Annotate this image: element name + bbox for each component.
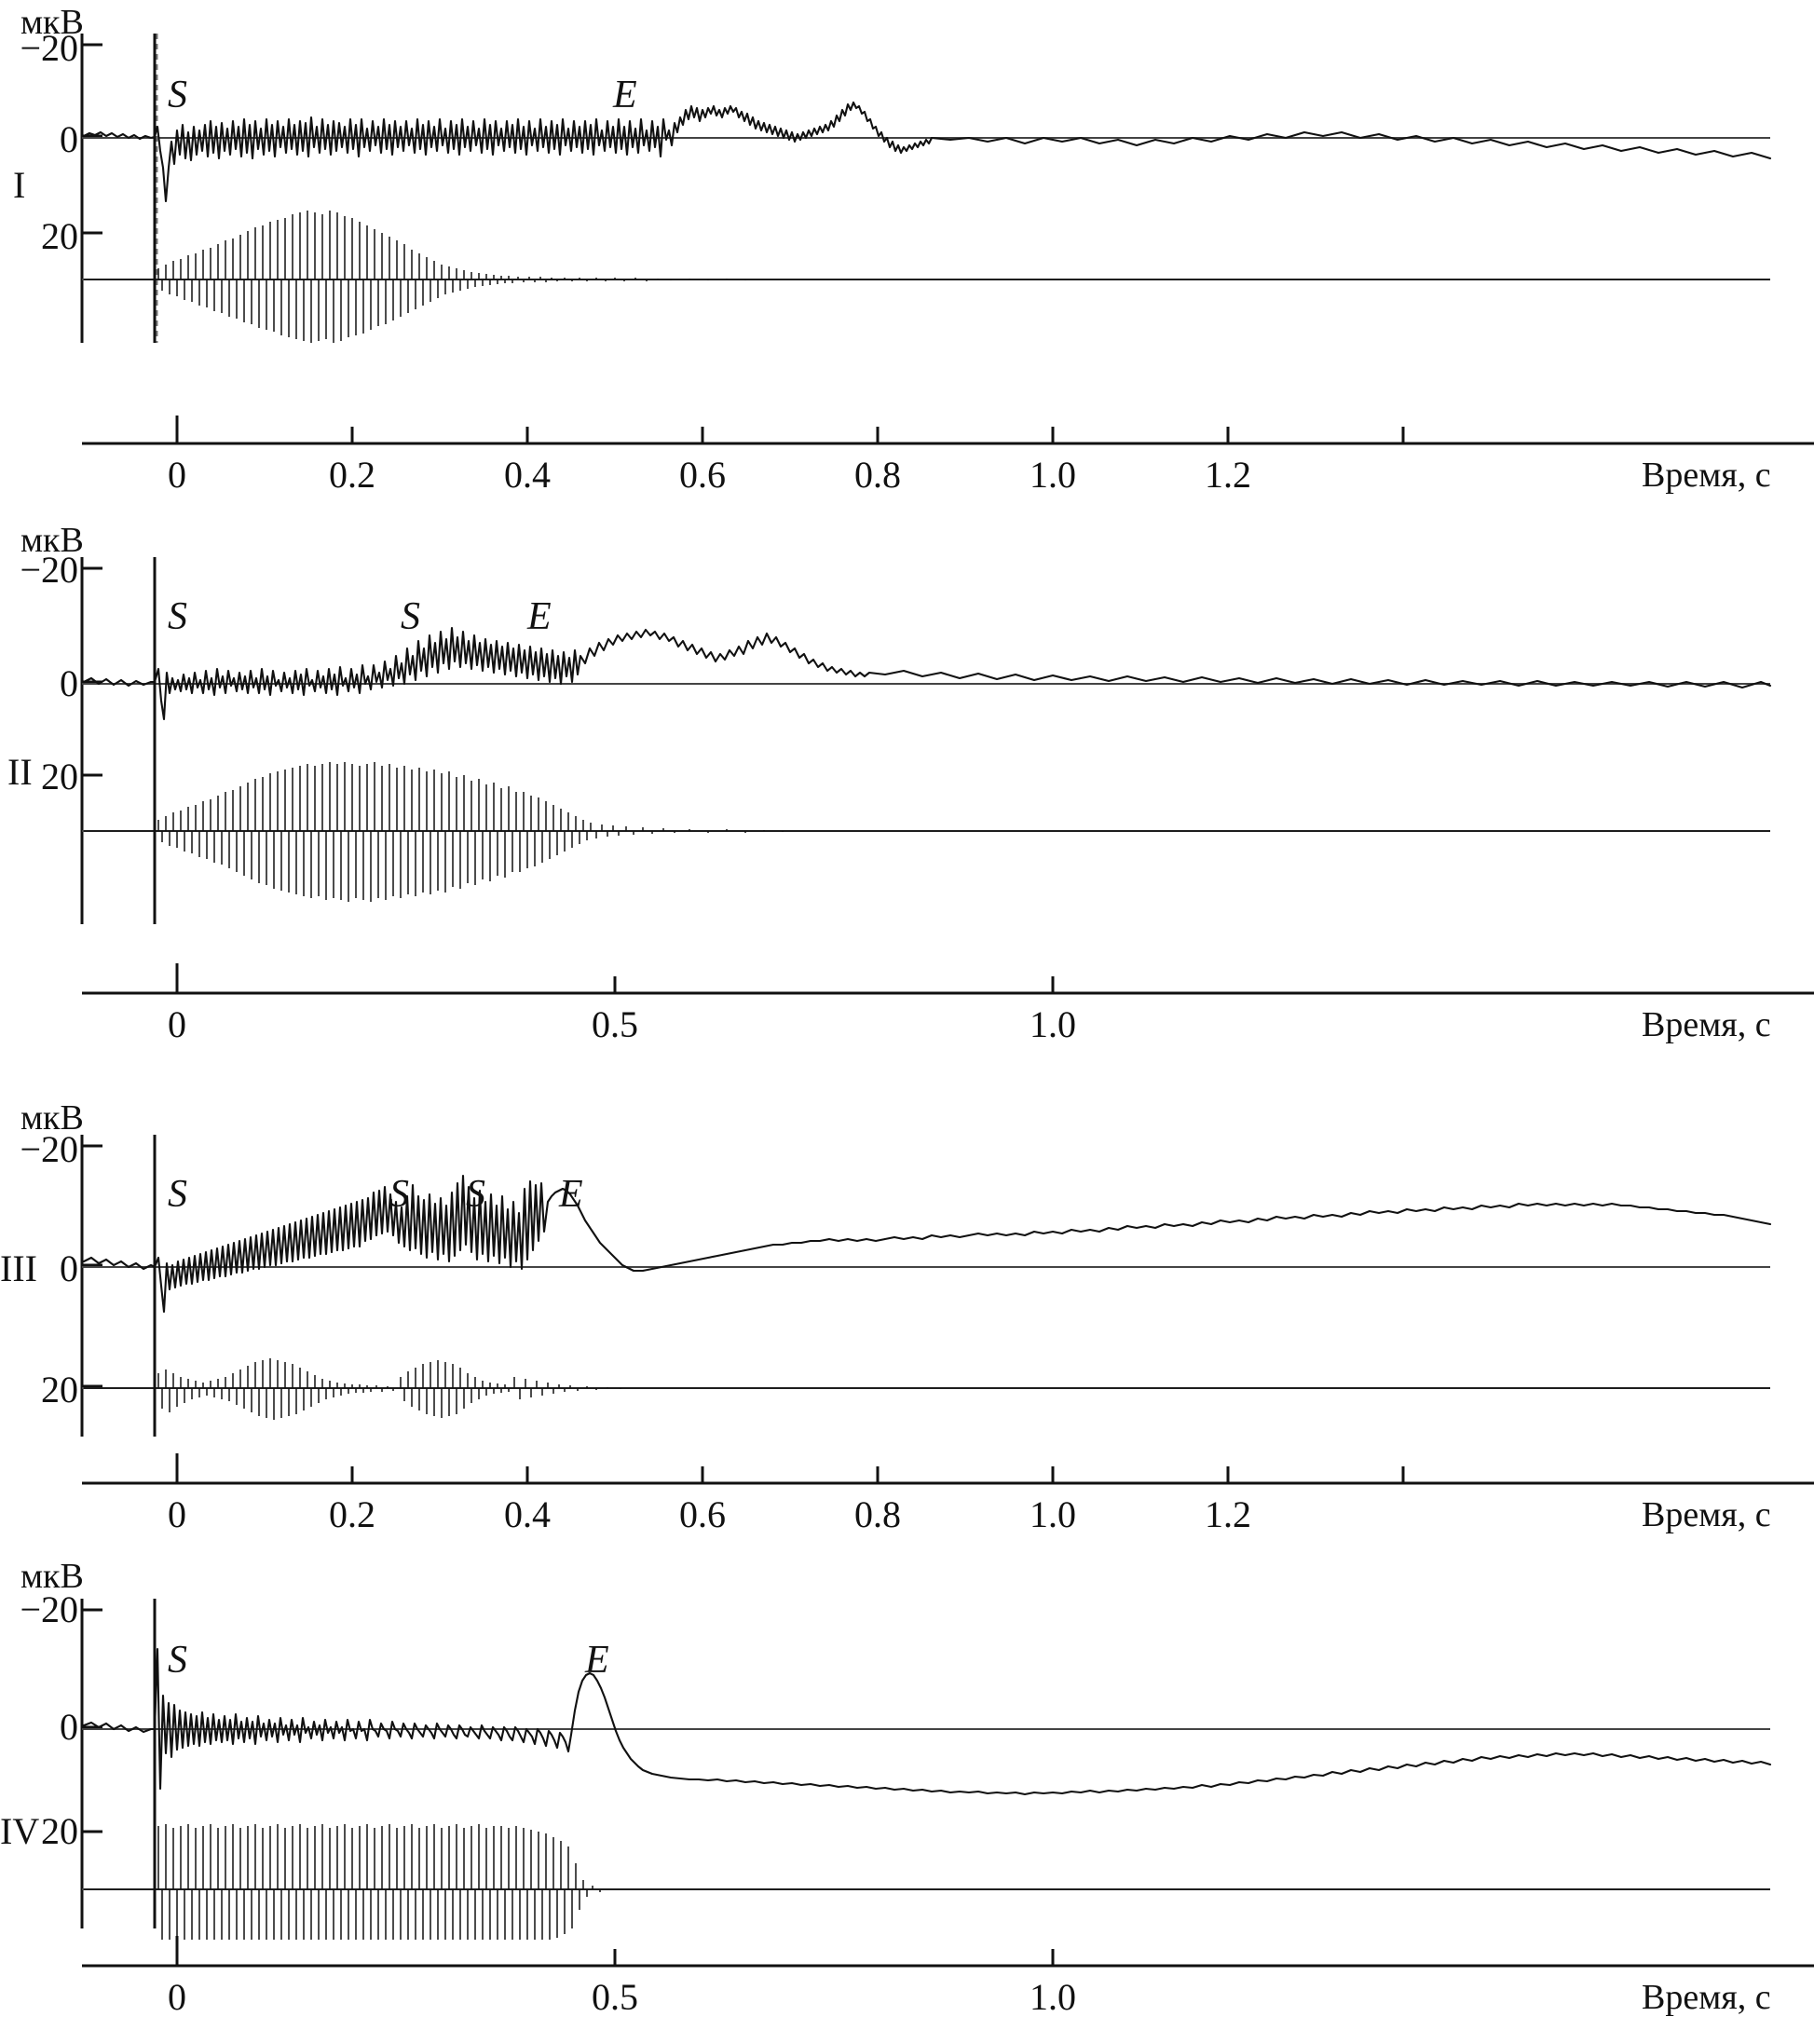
panel-III-xtick-3: 0.6 [679, 1493, 726, 1535]
panel-I-plot [80, 34, 1772, 343]
panel-III-xtick-6: 1.2 [1205, 1493, 1251, 1535]
panel-I-ytick-minus20: −20 [20, 27, 78, 69]
panel-I: мкВ I −20 0 20 S E [0, 0, 1814, 522]
panel-IV-ytick-minus20: −20 [20, 1588, 78, 1630]
panel-I-xtick-6: 1.2 [1205, 454, 1251, 496]
panel-III-xtick-0: 0 [168, 1493, 186, 1535]
panel-I-marker-S-0: S [168, 74, 187, 116]
panel-I-roman-label: I [13, 164, 26, 206]
panel-II-marker-S-0: S [168, 595, 187, 638]
panel-III-xtick-5: 1.0 [1030, 1493, 1076, 1535]
panel-II-xaxis-title: Время, с [1642, 1005, 1771, 1044]
panel-IV-ytick-20: 20 [41, 1810, 78, 1852]
panel-II-roman-label: II [7, 751, 33, 793]
panel-IV-y-unit: мкВ [20, 1557, 84, 1596]
panel-III-ytick-0: 0 [60, 1247, 78, 1289]
panel-II-ytick-20: 20 [41, 756, 78, 797]
panel-IV-roman-label: IV [0, 1810, 40, 1852]
panel-III-marker-S-1: S [389, 1173, 409, 1216]
panel-I-xtick-3: 0.6 [679, 454, 726, 496]
panel-III-y-unit: мкВ [20, 1098, 84, 1138]
panel-I-marker-E-0: E [613, 74, 637, 116]
panel-IV-xtick-2: 1.0 [1030, 1976, 1076, 2018]
panel-IV-ytick-0: 0 [60, 1706, 78, 1748]
panel-I-xaxis [82, 416, 1814, 445]
panel-II-xtick-2: 1.0 [1030, 1003, 1076, 1045]
panel-II-xaxis [82, 963, 1814, 995]
panel-III-xaxis-title: Время, с [1642, 1495, 1771, 1534]
panel-III-ytick-minus20: −20 [20, 1128, 78, 1170]
panel-I-xtick-5: 1.0 [1030, 454, 1076, 496]
panel-III-xaxis [82, 1453, 1814, 1485]
panel-I-xtick-1: 0.2 [329, 454, 375, 496]
panel-II-ytick-0: 0 [60, 662, 78, 704]
panel-III-xtick-1: 0.2 [329, 1493, 375, 1535]
panel-II: мкВ II −20 0 20 S S E 0 [0, 521, 1814, 1081]
panel-III-plot [80, 1135, 1772, 1437]
panel-II-y-unit: мкВ [20, 521, 84, 560]
panel-I-y-unit: мкВ [20, 3, 84, 42]
panel-IV-xaxis-title: Время, с [1642, 1978, 1771, 2017]
panel-IV-plot [80, 1599, 1772, 1940]
panel-III-xtick-2: 0.4 [504, 1493, 551, 1535]
panel-II-xtick-1: 0.5 [592, 1003, 638, 1045]
panel-III-roman-label: III [0, 1247, 37, 1289]
panel-IV: мкВ IV −20 0 20 S E 0 0.5 [0, 1556, 1814, 2044]
panel-I-ytick-0: 0 [60, 118, 78, 160]
panel-III: мкВ III −20 0 20 S S S E [0, 1081, 1814, 1556]
panel-IV-xaxis [82, 1936, 1814, 1968]
panel-II-marker-S-1: S [401, 595, 420, 638]
panel-III-xtick-4: 0.8 [854, 1493, 901, 1535]
panel-IV-xtick-1: 0.5 [592, 1976, 638, 2018]
panel-II-marker-E-0: E [527, 595, 552, 638]
panel-IV-xtick-0: 0 [168, 1976, 186, 2018]
panel-III-marker-S-0: S [168, 1173, 187, 1216]
panel-I-xtick-2: 0.4 [504, 454, 551, 496]
panel-I-xtick-4: 0.8 [854, 454, 901, 496]
panel-II-plot [80, 557, 1772, 924]
panel-III-ytick-20: 20 [41, 1369, 78, 1410]
panel-II-ytick-minus20: −20 [20, 549, 78, 591]
panel-I-xaxis-title: Время, с [1642, 456, 1771, 495]
panel-I-ytick-20: 20 [41, 215, 78, 257]
panel-I-xtick-0: 0 [168, 454, 186, 496]
panel-IV-marker-S-0: S [168, 1639, 187, 1682]
panel-II-xtick-0: 0 [168, 1003, 186, 1045]
